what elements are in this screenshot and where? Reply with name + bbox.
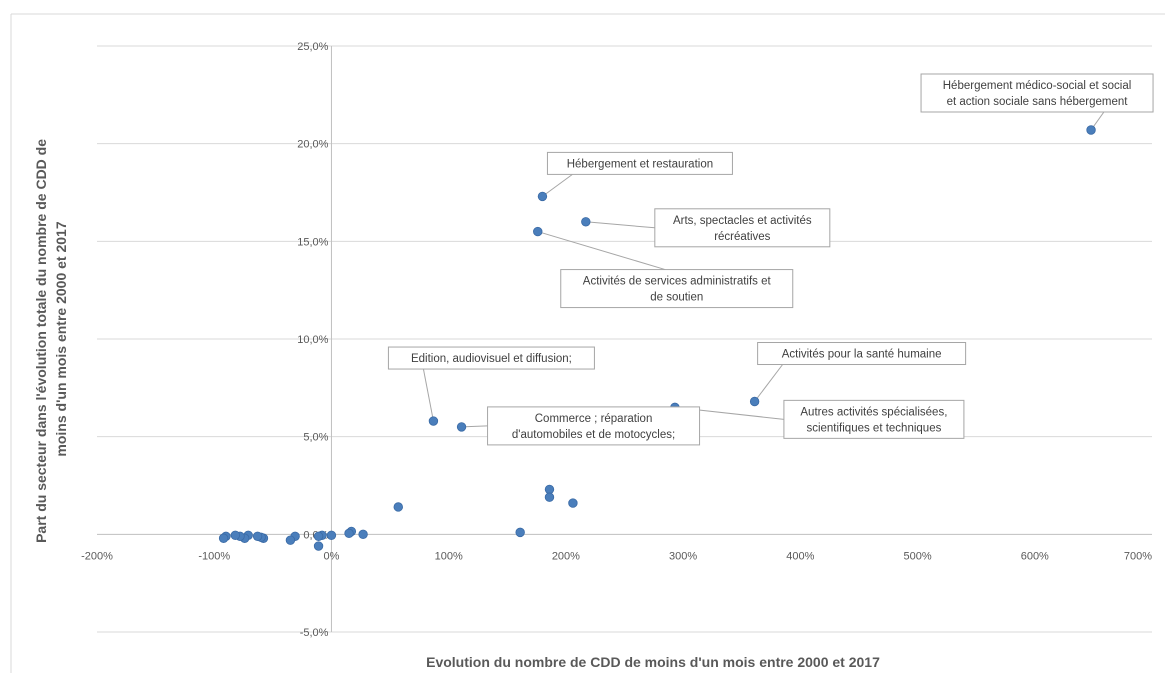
data-label: Commerce ; réparation d'automobiles et de… [487, 406, 701, 446]
data-label-box [560, 269, 794, 309]
x-tick-label: 500% [903, 550, 931, 562]
scatter-point [344, 528, 354, 539]
scatter-point [218, 533, 229, 543]
y-axis-title-line-2: moins d'un mois entre 2000 et 2017 [53, 221, 69, 456]
data-label-box [783, 399, 965, 439]
data-label-text: Hébergement et restauration [567, 158, 713, 170]
data-label-box [546, 151, 733, 175]
scatter-point [749, 396, 760, 407]
scatter-point [544, 492, 555, 502]
y-axis-title-line-1: Part du secteur dans l'évolution totale … [33, 139, 49, 543]
scatter-point [230, 530, 241, 541]
scatter-point [515, 527, 525, 538]
scatter-point [252, 531, 263, 541]
data-points [218, 125, 1096, 551]
data-label: Hébergement médico-social et social et ac… [920, 73, 1154, 113]
y-tick-label: 5,0% [303, 432, 328, 444]
x-tick-label: 400% [786, 550, 814, 562]
scatter-point [581, 217, 591, 227]
y-axis-title: Part du secteur dans l'évolution totale … [33, 135, 69, 543]
scatter-point [285, 535, 296, 545]
data-label-text: Edition, audiovisuel et diffusion; [411, 353, 572, 365]
data-label: Activités de services administratifs et d… [560, 269, 794, 309]
data-label-text: Arts, spectacles et activités récréatives [673, 215, 812, 243]
annotation-leader-line [422, 368, 434, 422]
x-tick-label: 700% [1124, 550, 1152, 562]
scatter-point [393, 502, 403, 512]
y-tick-label: 15,0% [297, 236, 328, 248]
x-tick-label: 600% [1021, 550, 1049, 562]
annotation-leader-line [542, 174, 573, 197]
scatter-point [537, 191, 548, 202]
data-annotations: Hébergement médico-social et social et ac… [387, 73, 1154, 446]
x-tick-label: -100% [198, 550, 230, 562]
data-label-box [654, 208, 831, 248]
tick-labels: -5,0%0,0%5,0%10,0%15,0%20,0%25,0%-200%-1… [81, 41, 1152, 639]
scatter-point [428, 416, 439, 426]
data-label-box [387, 346, 595, 370]
data-label: Activités pour la santé humaine [757, 342, 967, 366]
data-label-text: Activités de services administratifs et d… [583, 276, 772, 304]
annotation-leader-line [537, 231, 666, 271]
scatter-point [313, 531, 324, 541]
data-label: Arts, spectacles et activités récréatives [654, 208, 831, 248]
data-label: Hébergement et restauration [546, 151, 733, 175]
x-tick-label: 0% [323, 550, 339, 562]
scatter-point [326, 530, 337, 541]
data-label-text: Hébergement médico-social et social et ac… [943, 80, 1132, 108]
x-tick-label: 200% [552, 550, 580, 562]
x-tick-label: 100% [435, 550, 463, 562]
y-tick-label: -5,0% [300, 627, 329, 639]
data-label-box [920, 73, 1154, 113]
x-tick-label: -200% [81, 550, 113, 562]
data-label-text: Commerce ; réparation d'automobiles et de… [512, 413, 675, 441]
annotation-leader-lines [422, 73, 1132, 428]
data-label-box [757, 342, 967, 366]
scatter-point [358, 529, 368, 540]
y-tick-label: 10,0% [297, 334, 328, 346]
data-label-text: Activités pour la santé humaine [782, 349, 942, 361]
scatter-point [568, 498, 578, 508]
x-tick-label: 300% [669, 550, 697, 562]
annotation-leader-line [585, 221, 655, 229]
data-label: Autres activités spécialisées, scientifiq… [783, 399, 965, 439]
data-label-box [487, 406, 701, 446]
scatter-point [533, 226, 543, 237]
scatter-point [1086, 125, 1096, 135]
annotation-leader-line [754, 364, 784, 402]
data-label-text: Autres activités spécialisées, scientifiq… [800, 406, 947, 434]
y-tick-label: 25,0% [297, 41, 328, 53]
data-label: Edition, audiovisuel et diffusion; [387, 346, 595, 370]
scatter-point [313, 541, 324, 551]
x-axis-title: Evolution du nombre de CDD de moins d'un… [426, 654, 880, 670]
scatter-point [544, 484, 555, 495]
gridlines [97, 45, 1152, 633]
y-tick-label: 20,0% [297, 139, 328, 151]
scatter-point [456, 422, 467, 432]
